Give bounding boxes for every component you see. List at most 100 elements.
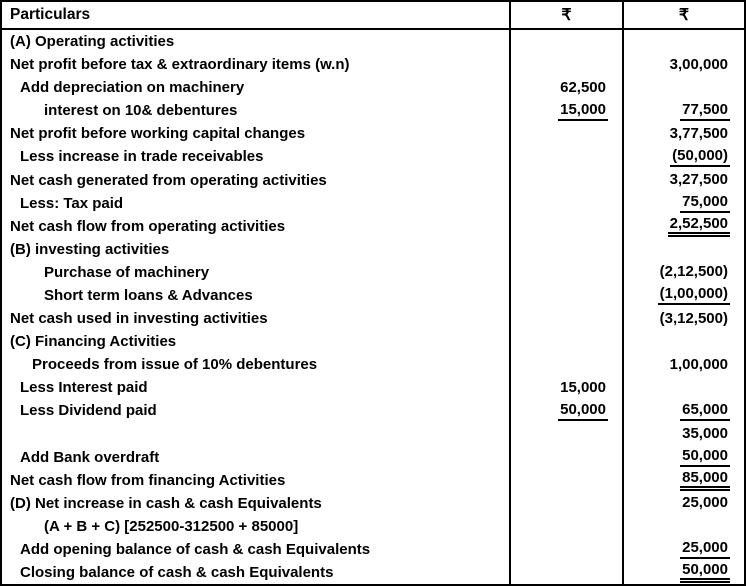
table-row: Less Interest paid 15,000 — [2, 376, 744, 400]
table-row: (A + B + C) [252500-312500 + 85000] — [2, 514, 744, 538]
table-row: Add opening balance of cash & cash Equiv… — [2, 537, 744, 561]
table-row: Purchase of machinery (2,12,500) — [2, 260, 744, 284]
amount-col2-cell — [622, 514, 744, 538]
table-row: Short term loans & Advances (1,00,000) — [2, 283, 744, 307]
amount-col2-cell: 65,000 — [622, 399, 744, 423]
amount-col2-cell — [622, 30, 744, 54]
particulars-cell: Less increase in trade receivables — [20, 148, 264, 166]
table-row: Net cash generated from operating activi… — [2, 168, 744, 192]
amount-value: 1,00,000 — [669, 355, 728, 373]
amount-col2-cell — [622, 237, 744, 261]
particulars-cell: Net cash generated from operating activi… — [10, 171, 327, 189]
table-row: 35,000 — [2, 422, 744, 446]
table-row: Net profit before tax & extraordinary it… — [2, 53, 744, 77]
table-row: Net cash flow from financing Activities 8… — [2, 468, 744, 492]
table-row: (B) investing activities — [2, 237, 744, 261]
table-header-row: Particulars ₹ ₹ — [2, 2, 744, 30]
amount-value: 3,27,500 — [669, 171, 728, 189]
particulars-cell: Closing balance of cash & cash Equivalen… — [20, 563, 334, 581]
particulars-cell: Net cash flow from financing Activities — [10, 471, 286, 489]
amount-col2-cell: (2,12,500) — [622, 260, 744, 284]
amount-value: (2,12,500) — [659, 263, 728, 281]
amount-col1-cell — [509, 514, 622, 538]
amount-col2-cell: (1,00,000) — [622, 283, 744, 307]
particulars-cell: Less: Tax paid — [20, 194, 124, 212]
table-row: (C) Financing Activities — [2, 330, 744, 354]
amount-col1-cell: 15,000 — [509, 99, 622, 123]
particulars-cell — [2, 422, 509, 445]
amount-col2-cell: 35,000 — [622, 422, 744, 446]
amount-col2-cell: 75,000 — [622, 191, 744, 215]
amount-col1-cell: 15,000 — [509, 376, 622, 400]
particulars-cell: (A) Operating activities — [10, 33, 175, 51]
header-rupee-col1: ₹ — [509, 2, 622, 28]
amount-col2-cell — [622, 376, 744, 400]
amount-value: 35,000 — [682, 424, 728, 442]
amount-col2-cell: 3,27,500 — [622, 168, 744, 192]
amount-col1-cell — [509, 283, 622, 307]
particulars-cell: (A + B + C) [252500-312500 + 85000] — [44, 517, 299, 535]
particulars-cell: (D) Net increase in cash & cash Equivale… — [10, 494, 322, 512]
amount-col2-cell: 1,00,000 — [622, 353, 744, 377]
amount-value: 50,000 — [558, 401, 608, 421]
table-row: Net cash used in investing activities (3,… — [2, 307, 744, 331]
particulars-cell: Add opening balance of cash & cash Equiv… — [20, 540, 371, 558]
particulars-cell: (C) Financing Activities — [10, 333, 177, 351]
amount-value: 62,500 — [560, 78, 606, 96]
amount-value: 65,000 — [680, 401, 730, 421]
amount-value: (3,12,500) — [659, 309, 728, 327]
amount-value: 15,000 — [560, 378, 606, 396]
table-row: Add Bank overdraft 50,000 — [2, 445, 744, 469]
amount-col1-cell — [509, 330, 622, 354]
amount-col1-cell — [509, 53, 622, 77]
amount-value: (1,00,000) — [657, 285, 730, 306]
table-row: Proceeds from issue of 10% debentures 1,0… — [2, 353, 744, 377]
amount-value: 50,000 — [680, 447, 730, 468]
header-particulars: Particulars — [10, 6, 91, 23]
amount-col2-cell: 50,000 — [622, 560, 744, 584]
table-row: Net cash flow from operating activities 2… — [2, 214, 744, 238]
particulars-cell: Short term loans & Advances — [44, 286, 253, 304]
amount-col1-cell — [509, 468, 622, 492]
amount-value: 75,000 — [680, 193, 730, 214]
particulars-cell: Net profit before working capital change… — [10, 125, 306, 143]
amount-value: 25,000 — [682, 494, 728, 512]
amount-col2-cell: 25,000 — [622, 491, 744, 515]
amount-col1-cell — [509, 30, 622, 54]
amount-col1-cell: 50,000 — [509, 399, 622, 423]
particulars-cell: Add depreciation on machinery — [20, 79, 245, 97]
amount-col1-cell — [509, 191, 622, 215]
amount-value: 50,000 — [680, 561, 730, 584]
particulars-cell: Less Dividend paid — [20, 402, 157, 420]
amount-col1-cell — [509, 307, 622, 331]
amount-col2-cell: 3,77,500 — [622, 122, 744, 146]
amount-col1-cell — [509, 445, 622, 469]
amount-col2-cell — [622, 330, 744, 354]
amount-col2-cell: 3,00,000 — [622, 53, 744, 77]
amount-col1-cell — [509, 145, 622, 169]
table-row: Less: Tax paid 75,000 — [2, 191, 744, 215]
table-row: Closing balance of cash & cash Equivalen… — [2, 560, 744, 584]
amount-col1-cell — [509, 353, 622, 377]
table-row: interest on 10& debentures 15,000 77,500 — [2, 99, 744, 123]
amount-col2-cell: (50,000) — [622, 145, 744, 169]
particulars-cell: Proceeds from issue of 10% debentures — [32, 356, 318, 374]
table-body: (A) Operating activities Net profit befor… — [2, 30, 744, 584]
header-rupee-col2: ₹ — [622, 2, 744, 28]
amount-col1-cell — [509, 260, 622, 284]
amount-col1-cell — [509, 168, 622, 192]
amount-col2-cell: 25,000 — [622, 537, 744, 561]
amount-col1-cell — [509, 214, 622, 238]
amount-col1-cell — [509, 237, 622, 261]
table-row: (D) Net increase in cash & cash Equivale… — [2, 491, 744, 515]
particulars-cell: Net cash flow from operating activities — [10, 217, 286, 235]
particulars-cell: Net profit before tax & extraordinary it… — [10, 56, 350, 74]
amount-value: 3,00,000 — [669, 55, 728, 73]
amount-value: 85,000 — [680, 469, 730, 492]
amount-col2-cell: 2,52,500 — [622, 214, 744, 238]
table-row: Net profit before working capital change… — [2, 122, 744, 146]
table-row: Add depreciation on machinery 62,500 — [2, 76, 744, 100]
amount-col2-cell: 77,500 — [622, 99, 744, 123]
